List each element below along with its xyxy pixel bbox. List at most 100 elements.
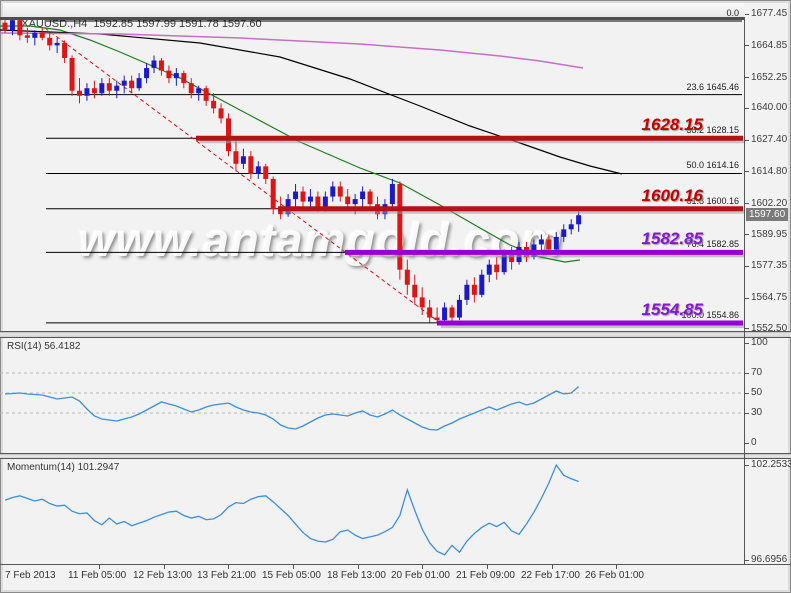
momentum-chart[interactable] xyxy=(0,459,745,563)
bull-candle xyxy=(151,60,157,69)
bear-candle xyxy=(77,90,82,96)
sr-price-label: 1582.85 xyxy=(641,229,703,249)
bull-candle xyxy=(538,239,544,245)
time-tick xyxy=(228,565,229,569)
bull-candle xyxy=(501,254,507,273)
bull-candle xyxy=(330,186,336,197)
rsi-scale-tick xyxy=(745,342,749,344)
price-tick-label: 1564.75 xyxy=(751,292,788,303)
momentum-line xyxy=(4,463,579,556)
bear-candle xyxy=(129,80,135,89)
bull-candle xyxy=(99,83,105,94)
pane-separator[interactable] xyxy=(0,454,791,459)
bull-candle xyxy=(114,85,120,91)
bear-candle xyxy=(91,88,97,94)
chart-titlebar[interactable]: XAUUSD.,H4 1592.85 1597.99 1591.78 1597.… xyxy=(3,3,744,30)
bear-candle xyxy=(471,284,477,295)
rsi-scale-tick xyxy=(745,392,749,394)
momentum-scale-label: 96.6956 xyxy=(751,554,788,565)
bull-candle xyxy=(84,88,90,96)
time-tick xyxy=(616,565,617,569)
pane-separator[interactable] xyxy=(0,332,791,337)
momentum-scale-tick xyxy=(745,559,749,561)
bear-candle xyxy=(233,151,239,164)
time-tick-label: 20 Feb 01:00 xyxy=(391,570,450,581)
price-tick xyxy=(745,13,749,15)
price-tick-label: 1577.35 xyxy=(751,260,788,272)
bear-candle xyxy=(427,307,433,318)
price-tick-label: 1614.80 xyxy=(751,165,788,177)
rsi-pane[interactable]: RSI(14) 56.4182 xyxy=(0,338,745,453)
bull-candle xyxy=(121,80,127,86)
candlestick-chart[interactable] xyxy=(0,20,745,331)
time-axis[interactable]: 7 Feb 2013 11 Feb 05:00 12 Feb 13:00 13 Feb… xyxy=(0,564,791,593)
fib-label: 100.0 1554.86 xyxy=(681,309,739,320)
bear-candle xyxy=(211,100,217,109)
time-tick-label: 26 Feb 01:00 xyxy=(585,570,644,581)
price-tick xyxy=(745,139,749,141)
pane-border xyxy=(0,331,791,332)
bear-candle xyxy=(278,209,284,215)
bull-candle xyxy=(54,42,60,46)
rsi-scale-label: 0 xyxy=(751,437,757,448)
bear-candle xyxy=(158,60,164,71)
rsi-scale-tick xyxy=(745,412,749,414)
time-tick-label: 12 Feb 13:00 xyxy=(133,570,192,581)
bear-candle xyxy=(106,83,112,91)
bear-candle xyxy=(218,108,224,119)
bear-candle xyxy=(263,166,269,179)
momentum-pane[interactable]: Momentum(14) 101.2947 xyxy=(0,459,745,563)
rsi-scale-label: 50 xyxy=(751,387,763,398)
bear-candle xyxy=(226,118,231,152)
price-tick-label: 1664.85 xyxy=(751,39,788,51)
fib-label: 76.4 1582.85 xyxy=(686,239,739,250)
fib-label: 0.0 xyxy=(726,8,739,19)
bear-candle xyxy=(62,42,68,58)
bull-candle xyxy=(486,264,492,275)
ma-black xyxy=(0,29,623,175)
time-tick-label: 13 Feb 21:00 xyxy=(197,570,256,581)
time-tick xyxy=(99,565,100,569)
bull-candle xyxy=(576,215,582,225)
ma-violet xyxy=(0,32,584,69)
sr-price-label: 1554.85 xyxy=(641,299,703,319)
bear-candle xyxy=(315,196,321,207)
bear-candle xyxy=(2,22,8,31)
time-tick-label: 15 Feb 05:00 xyxy=(262,570,321,581)
rsi-label: RSI(14) 56.4182 xyxy=(7,341,81,352)
main-chart-pane[interactable]: www.antamgold.com 0.0 23.6 1645.46 38.2 16… xyxy=(0,8,745,331)
rsi-chart[interactable] xyxy=(0,338,745,453)
bear-candle xyxy=(412,284,418,298)
price-tick-label: 1589.95 xyxy=(751,228,788,240)
bear-candle xyxy=(337,186,343,197)
bull-candle xyxy=(255,166,261,174)
time-tick xyxy=(358,565,359,569)
bear-candle xyxy=(404,269,410,285)
bull-candle xyxy=(293,191,299,200)
price-tick-label: 1552.50 xyxy=(751,322,788,334)
rsi-scale-label: 30 xyxy=(751,407,763,418)
time-tick-label: 7 Feb 2013 xyxy=(5,570,56,581)
bear-candle xyxy=(248,156,254,174)
pane-border xyxy=(0,458,791,459)
price-tick-label: 1640.00 xyxy=(751,102,788,114)
time-tick xyxy=(552,565,553,569)
time-tick xyxy=(422,565,423,569)
bear-candle xyxy=(188,83,194,94)
time-tick-label: 18 Feb 13:00 xyxy=(327,570,386,581)
rsi-scale-label: 100 xyxy=(751,337,768,348)
bear-candle xyxy=(270,178,276,210)
bull-candle xyxy=(553,236,559,250)
price-scale[interactable]: 1677.45 1664.85 1652.25 1640.00 1627.40 1614.… xyxy=(745,0,791,565)
price-scale-border xyxy=(744,17,745,564)
bull-candle xyxy=(322,196,328,207)
price-tick-label: 1627.40 xyxy=(751,134,788,146)
bear-candle xyxy=(17,20,23,36)
time-tick xyxy=(164,565,165,569)
pane-border xyxy=(0,453,791,454)
current-price-badge: 1597.60 xyxy=(746,208,789,222)
rsi-scale-tick xyxy=(745,442,749,444)
time-tick-label: 22 Feb 17:00 xyxy=(521,570,580,581)
bull-candle xyxy=(561,229,567,237)
